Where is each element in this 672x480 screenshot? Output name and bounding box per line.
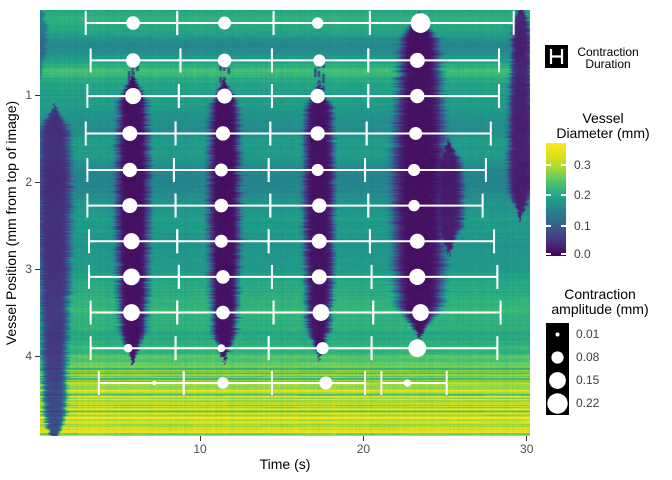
colorbar-tick-mark <box>561 164 566 167</box>
diameter-legend-title: Vessel Diameter (mm) <box>556 110 650 141</box>
y-tick-label: 2 <box>25 175 32 190</box>
contraction-duration-key <box>545 45 568 68</box>
amplitude-key-circle <box>549 372 566 389</box>
heatmap-panel <box>40 10 530 436</box>
y-tick-mark <box>35 181 40 183</box>
x-tick-label: 30 <box>520 442 534 456</box>
colorbar-tick-label: 0.0 <box>574 247 591 261</box>
amplitude-key-label: 0.08 <box>576 350 600 364</box>
y-tick-label: 1 <box>25 88 32 103</box>
colorbar-tick-mark <box>546 164 551 167</box>
colorbar-tick-mark <box>561 253 566 255</box>
y-tick-label: 3 <box>25 262 32 277</box>
y-tick-label: 4 <box>25 349 32 364</box>
diameter-colorbar <box>546 143 566 256</box>
y-tick-mark <box>35 355 40 357</box>
colorbar-tick-mark <box>546 224 551 227</box>
colorbar-tick-mark <box>561 224 566 227</box>
errorbar-icon <box>549 49 564 64</box>
amplitude-key-circle <box>547 393 568 414</box>
amplitude-key-label: 0.22 <box>576 396 600 410</box>
colorbar-tick-label: 0.3 <box>574 158 591 173</box>
x-axis-title: Time (s) <box>259 456 311 472</box>
colorbar-tick-label: 0.2 <box>574 188 591 203</box>
amplitude-key-circle <box>551 351 564 364</box>
amplitude-key-label: 0.15 <box>576 373 600 387</box>
colorbar-tick-mark <box>546 253 551 255</box>
x-tick-mark <box>199 436 201 441</box>
x-tick-mark <box>526 436 528 441</box>
x-tick-label: 20 <box>356 442 371 456</box>
x-tick-mark <box>362 436 364 441</box>
y-tick-mark <box>35 268 40 270</box>
amplitude-legend-keys <box>546 323 569 415</box>
colorbar-tick-mark <box>546 194 551 197</box>
x-tick-label: 10 <box>193 442 207 456</box>
amplitude-key-circles <box>547 332 568 414</box>
y-axis-title: Vessel Position (mm from top of image) <box>3 100 19 346</box>
colorbar-tick-mark <box>561 194 566 197</box>
amplitude-key-circle <box>555 332 560 337</box>
contraction-duration-label: Contraction Duration <box>577 45 639 71</box>
colorbar-tick-label: 0.1 <box>574 218 591 233</box>
amplitude-legend-title: Contraction amplitude (mm) <box>551 286 649 317</box>
y-tick-mark <box>35 94 40 96</box>
amplitude-key-label: 0.01 <box>576 327 600 341</box>
